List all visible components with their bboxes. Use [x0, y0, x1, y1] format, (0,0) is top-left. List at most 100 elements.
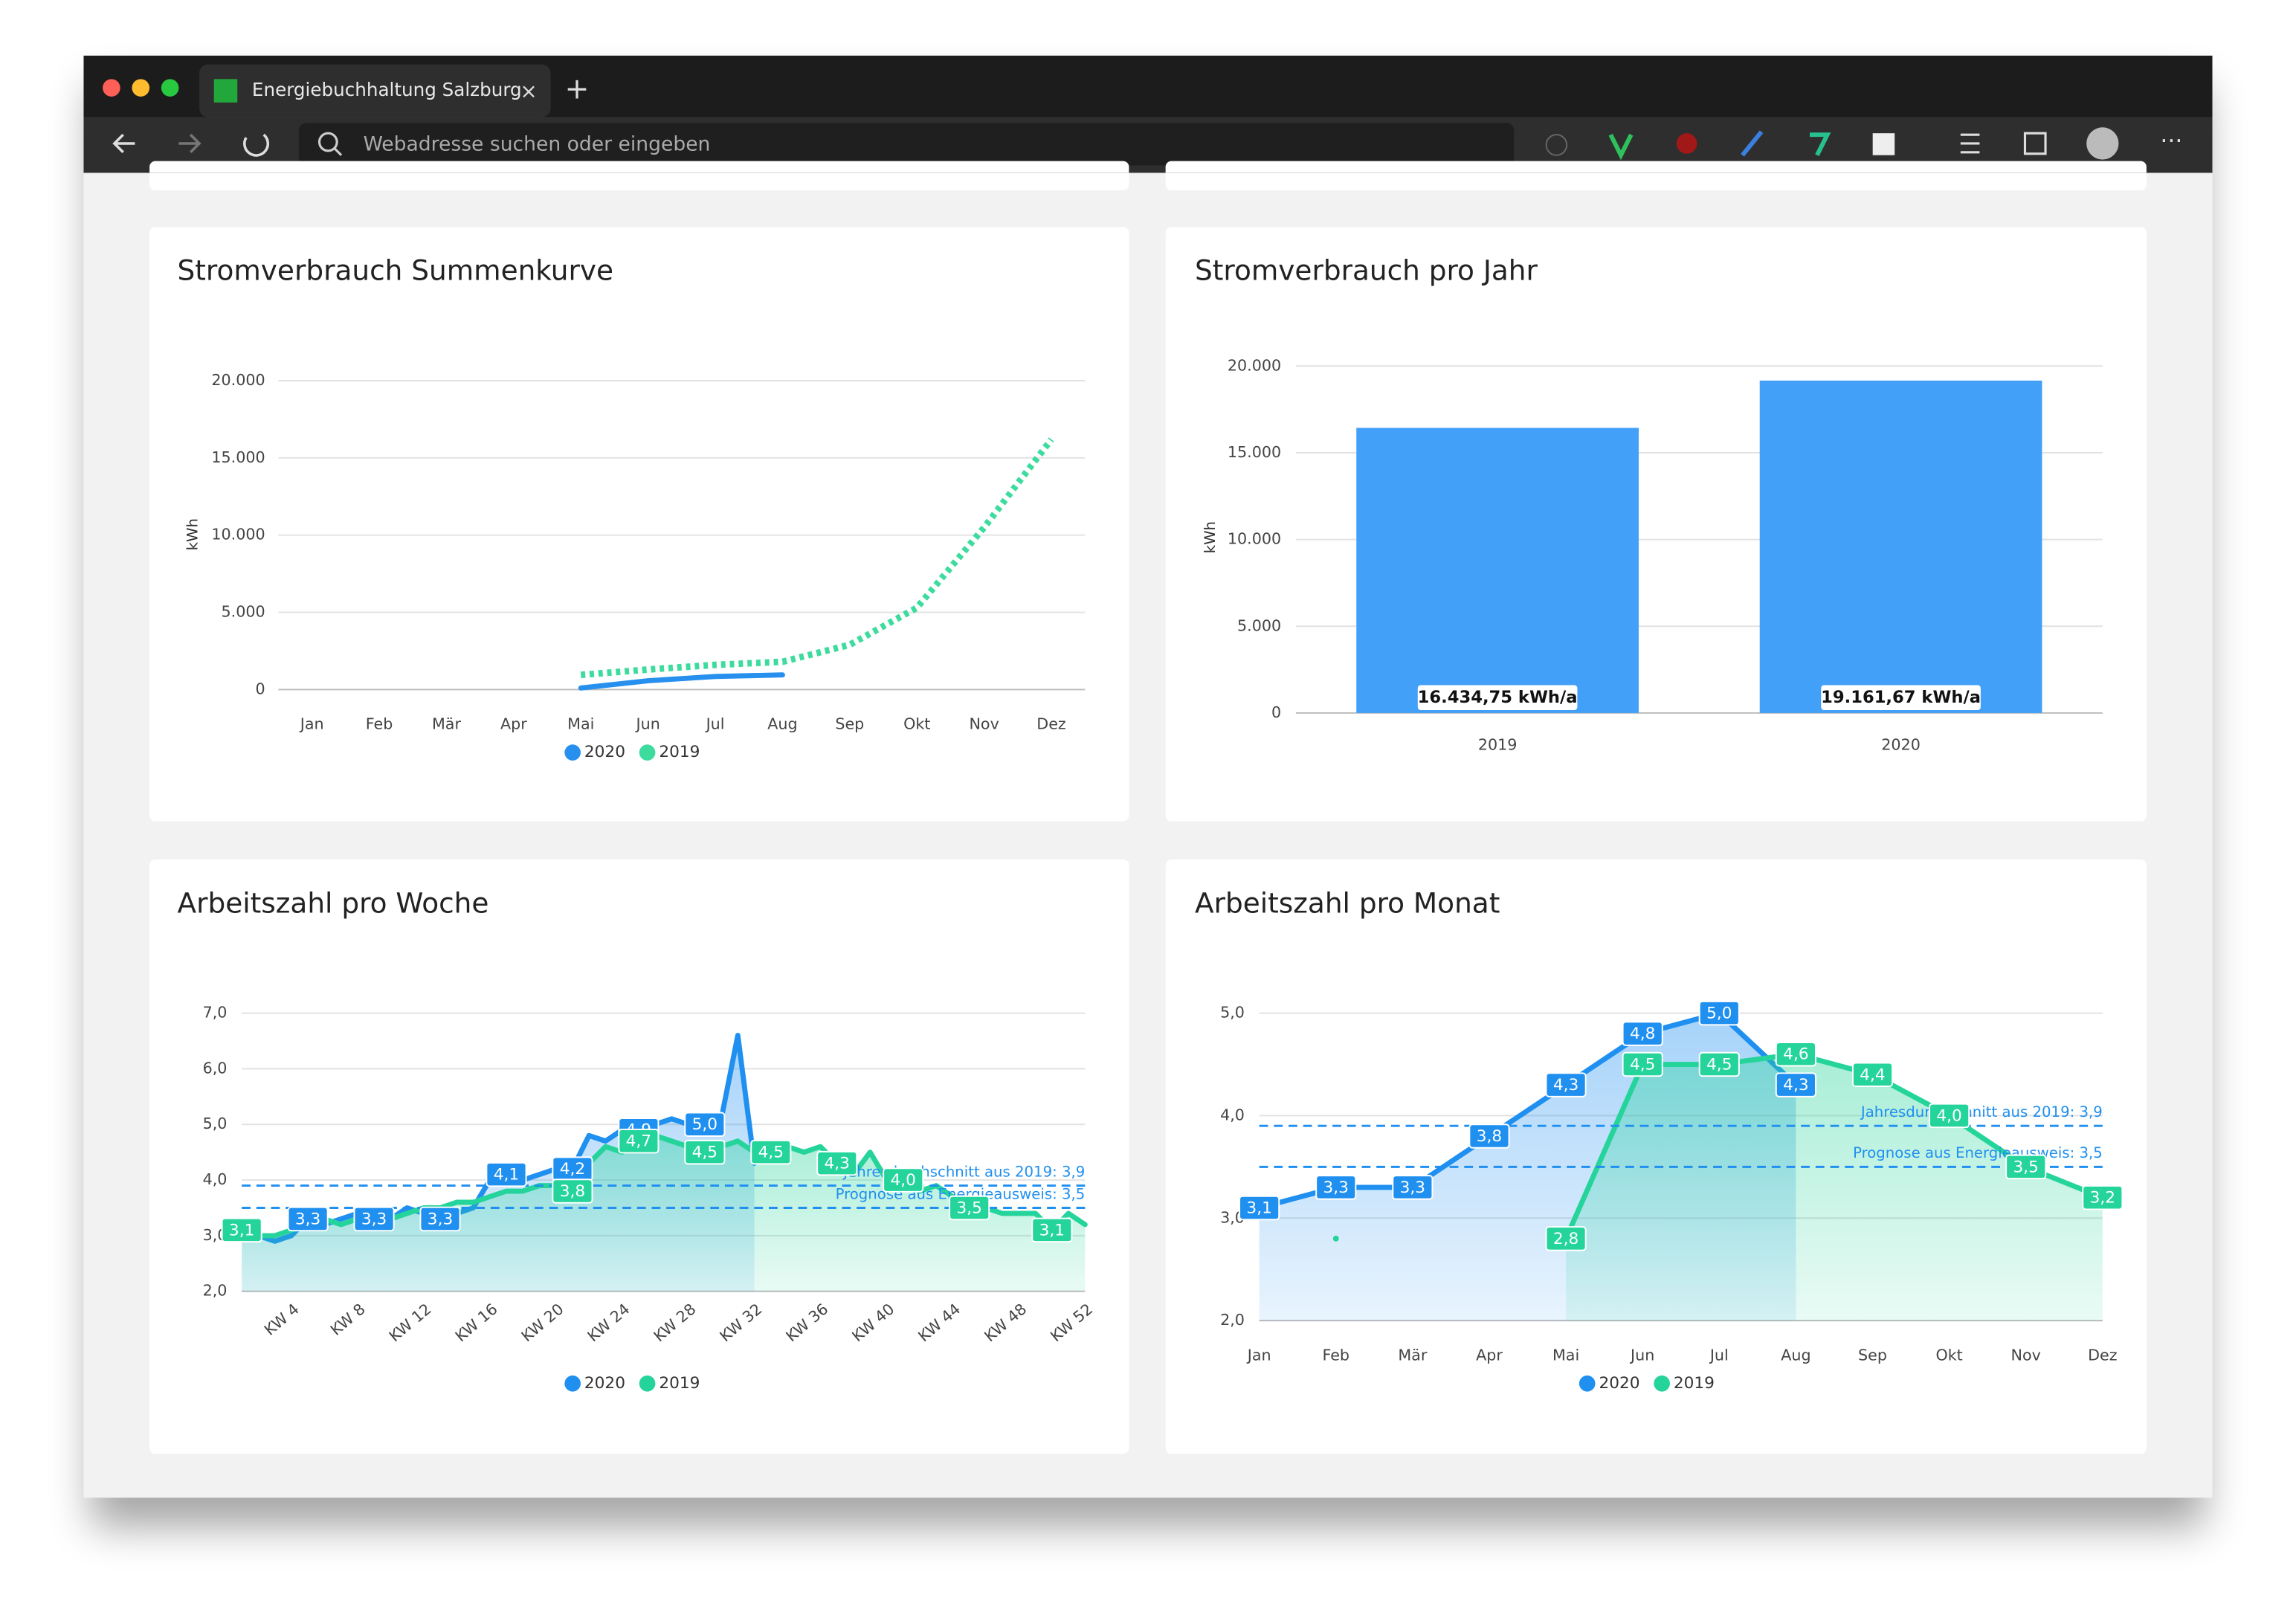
- data-label-box: [221, 1217, 262, 1243]
- data-label: 4,3: [1783, 1076, 1808, 1094]
- data-label: 4,7: [626, 1132, 651, 1151]
- data-label-box: [1031, 1217, 1073, 1243]
- data-label: 3,1: [229, 1221, 254, 1239]
- x-tick-label: Feb: [1322, 1346, 1349, 1364]
- y-tick-label: 20.000: [1228, 356, 1281, 374]
- x-tick-label: Nov: [969, 715, 999, 733]
- tab[interactable]: [199, 64, 551, 117]
- y-tick-label: 20.000: [211, 371, 265, 389]
- data-label: 3,2: [2090, 1189, 2115, 1207]
- data-label: 4,0: [890, 1171, 915, 1190]
- profile[interactable]: [2086, 127, 2119, 160]
- menu[interactable]: ···: [2160, 128, 2182, 155]
- y-tick-label: 15.000: [1228, 443, 1281, 461]
- data-label: 3,3: [361, 1210, 387, 1228]
- x-tick-label: Mär: [1398, 1346, 1427, 1364]
- chart-title: Arbeitszahl pro Monat: [1195, 886, 1500, 919]
- data-label: 4,4: [1860, 1065, 1885, 1084]
- tab-title: Energiebuchhaltung Salzburg: [252, 79, 522, 100]
- bar: [1356, 428, 1639, 713]
- extension-pen[interactable]: [1741, 130, 1764, 157]
- y-tick-label: 6,0: [203, 1059, 228, 1077]
- legend-marker: [564, 744, 581, 761]
- chart-title: Arbeitszahl pro Woche: [178, 886, 489, 919]
- collections[interactable]: [2023, 132, 2047, 155]
- data-label: 5,0: [692, 1115, 718, 1134]
- legend-label: 2019: [659, 743, 700, 761]
- x-tick-label: Apr: [1476, 1346, 1503, 1364]
- extension-instapaper[interactable]: [1872, 133, 1895, 155]
- card: [149, 161, 1129, 190]
- minimize-button[interactable]: [132, 79, 150, 97]
- line: [578, 672, 785, 691]
- x-tick-label: Jan: [299, 715, 324, 733]
- address-placeholder[interactable]: Webadresse suchen oder eingeben: [364, 132, 711, 155]
- info-icon[interactable]: [1545, 134, 1568, 156]
- data-label-box: [552, 1178, 593, 1204]
- data-label-box: [1468, 1123, 1510, 1149]
- y-tick-label: 5.000: [1237, 616, 1281, 634]
- data-label-box: [1622, 1021, 1663, 1046]
- data-label: 4,5: [758, 1144, 784, 1162]
- data-label-box: [750, 1139, 792, 1165]
- new-tab[interactable]: +: [565, 72, 590, 106]
- data-label-box: [949, 1195, 990, 1221]
- legend-label: 2020: [584, 1374, 625, 1393]
- data-label: 4,3: [1553, 1076, 1578, 1094]
- y-tick-label: 0: [255, 680, 265, 697]
- area: [242, 1135, 1086, 1292]
- x-tick-label: Jul: [1709, 1346, 1729, 1364]
- extension-bird[interactable]: [1810, 132, 1831, 157]
- data-label-box: [1417, 685, 1578, 710]
- tab-close[interactable]: ×: [520, 80, 538, 103]
- x-tick-label: Jun: [635, 715, 660, 733]
- data-label: 3,3: [1323, 1178, 1349, 1197]
- search-icon: [317, 132, 338, 152]
- x-tick-label: Apr: [500, 715, 527, 733]
- area: [1566, 1054, 2103, 1321]
- y-tick-label: 5.000: [222, 603, 265, 621]
- data-label-box: [1698, 1000, 1740, 1026]
- data-label: 2,8: [1553, 1230, 1578, 1248]
- back-button[interactable]: [112, 133, 135, 154]
- chart-title: Stromverbrauch pro Jahr: [1195, 254, 1538, 287]
- data-label: 4,1: [494, 1166, 519, 1184]
- y-tick-label: 7,0: [203, 1004, 228, 1022]
- x-tick-label: Okt: [1935, 1346, 1962, 1364]
- data-label-box: [1545, 1072, 1587, 1097]
- data-label-box: [1315, 1175, 1357, 1200]
- x-tick-label: Dez: [1036, 715, 1065, 733]
- data-label-box: [2005, 1154, 2047, 1180]
- y-axis-label: kWh: [1202, 521, 1219, 553]
- point: [1332, 1235, 1339, 1242]
- legend-marker: [1578, 1375, 1596, 1392]
- x-tick-label: Sep: [835, 715, 864, 733]
- data-label: 3,5: [956, 1199, 981, 1217]
- data-label-box: [1698, 1051, 1740, 1077]
- forward-button[interactable]: [178, 133, 201, 154]
- favorites[interactable]: [1960, 133, 1980, 154]
- x-tick-label: Sep: [1858, 1346, 1887, 1364]
- data-label-box: [419, 1206, 461, 1232]
- address-bar[interactable]: [298, 123, 1515, 166]
- x-tick-label: Aug: [767, 715, 797, 733]
- extension-v[interactable]: [1608, 133, 1634, 161]
- card: [149, 227, 1129, 822]
- bar: [1759, 380, 2042, 713]
- x-tick-label: Jan: [1246, 1346, 1271, 1364]
- data-label-box: [816, 1150, 858, 1176]
- close-button[interactable]: [103, 79, 120, 97]
- data-label-box: [287, 1206, 329, 1232]
- x-tick-label: Mai: [567, 715, 594, 733]
- search-icon-handle: [333, 146, 343, 156]
- data-label-box: [1392, 1175, 1434, 1200]
- data-label: 4,5: [1630, 1055, 1655, 1074]
- legend-marker: [639, 1375, 656, 1392]
- extension-ublock[interactable]: [1676, 133, 1697, 154]
- zoom-button[interactable]: [161, 79, 179, 97]
- reload-button[interactable]: [243, 133, 270, 157]
- legend-marker: [564, 1375, 581, 1392]
- y-tick-label: 2,0: [203, 1282, 228, 1300]
